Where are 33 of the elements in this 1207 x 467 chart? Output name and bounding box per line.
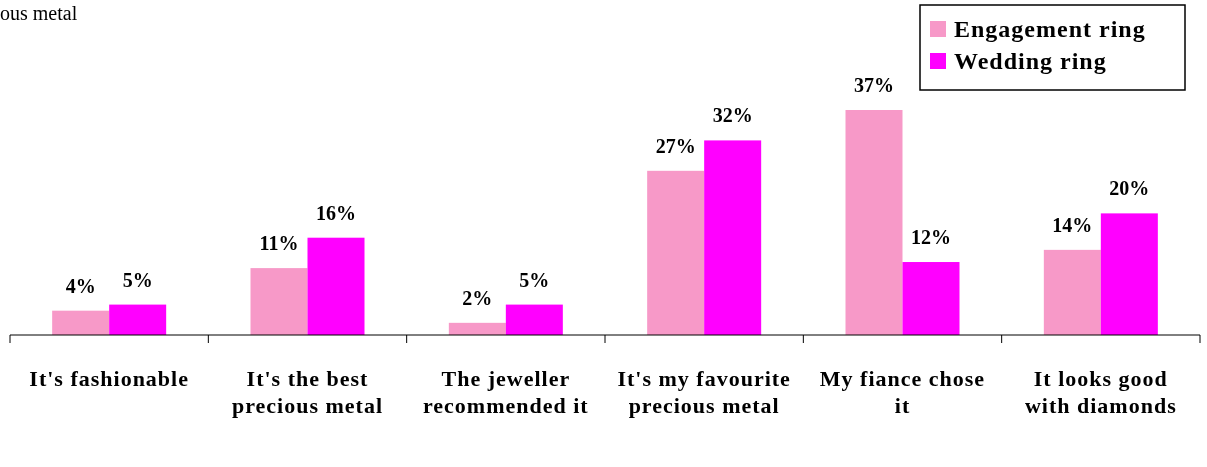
x-tick-label: It's fashionable xyxy=(29,366,189,391)
bar xyxy=(52,310,110,335)
data-label: 16% xyxy=(316,201,356,224)
data-label: 11% xyxy=(259,232,299,255)
data-label: 5% xyxy=(122,268,153,291)
bar xyxy=(109,304,167,335)
x-tick-label: It's my favourite precious metal xyxy=(617,366,791,418)
bar xyxy=(250,268,308,335)
data-label: 12% xyxy=(911,226,951,249)
bar xyxy=(845,110,903,335)
bar xyxy=(1100,213,1158,335)
bar xyxy=(505,304,563,335)
chart-title: ous metal xyxy=(0,2,78,24)
bar xyxy=(448,322,506,335)
legend-label: Engagement ring xyxy=(954,16,1146,42)
x-tick-label: It's the best precious metal xyxy=(231,366,384,418)
bar xyxy=(902,262,960,335)
data-label: 37% xyxy=(854,74,894,96)
data-label: 14% xyxy=(1052,213,1093,236)
data-label: 27% xyxy=(655,134,696,157)
data-label: 20% xyxy=(1109,177,1150,200)
bar xyxy=(307,237,365,335)
bar xyxy=(704,140,762,335)
x-tick-label: The jeweller recommended it xyxy=(422,366,589,418)
data-label: 4% xyxy=(65,274,96,297)
data-label: 32% xyxy=(712,104,753,127)
bar xyxy=(647,170,705,335)
legend-label: Wedding ring xyxy=(954,48,1107,74)
bar xyxy=(1043,249,1101,335)
x-tick-label: My fiance chose it xyxy=(819,366,986,418)
data-label: 5% xyxy=(519,268,550,291)
data-label: 2% xyxy=(462,286,493,309)
x-tick-label: It looks good with diamonds xyxy=(1024,366,1177,418)
